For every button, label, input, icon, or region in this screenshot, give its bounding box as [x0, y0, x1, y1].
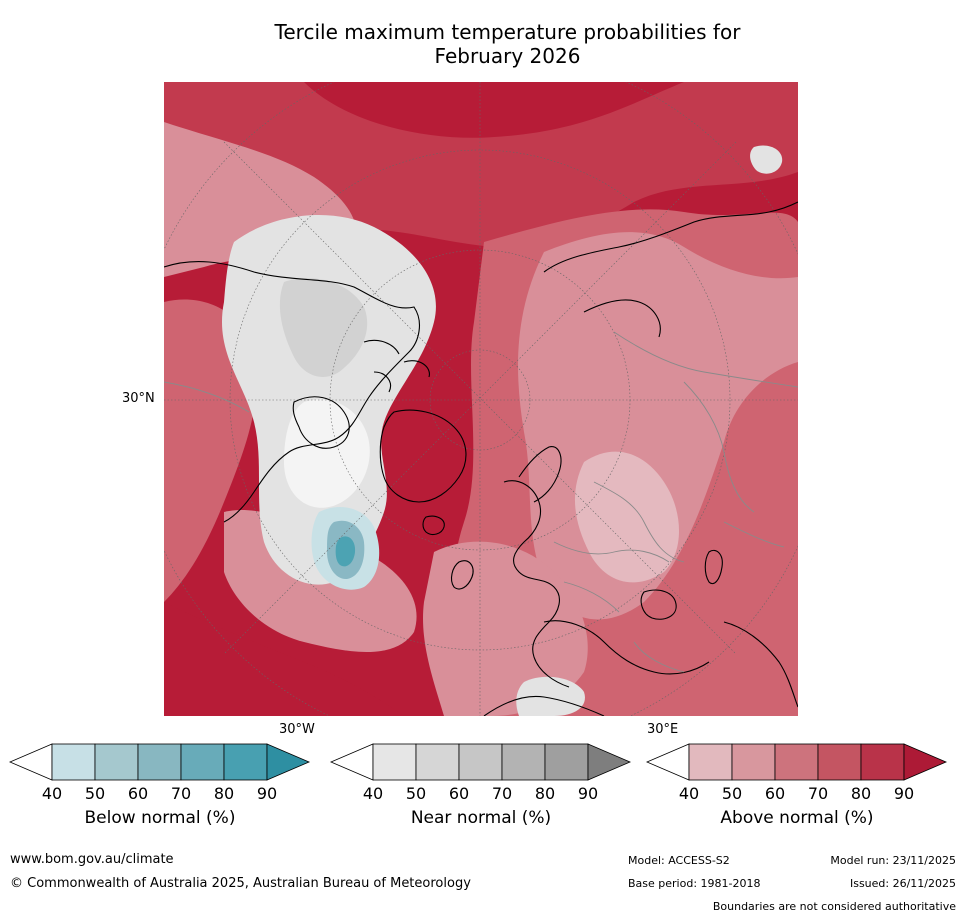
near-colorbar-segment: [501, 743, 546, 781]
above-colorbar-high-extend: [903, 743, 948, 781]
above-colorbar-segment: [731, 743, 776, 781]
footer-disclaimer: Boundaries are not considered authoritat…: [712, 900, 956, 913]
below-colorbar-tick-label: 90: [257, 784, 277, 803]
coast-caspian: [704, 549, 723, 585]
near-colorbar-tick-label: 60: [449, 784, 469, 803]
near-normal-patch-ne: [750, 145, 783, 174]
near-colorbar-tick-label: 40: [363, 784, 383, 803]
coast-black-sea: [640, 589, 677, 620]
near-colorbar-segment: [415, 743, 460, 781]
coastlines: [164, 201, 798, 716]
coast-mediterranean: [543, 620, 710, 675]
below-colorbar-segment: [180, 743, 225, 781]
pink-zone-west: [164, 299, 257, 602]
country-borders: [164, 331, 798, 673]
above-colorbar-tick-label: 90: [894, 784, 914, 803]
above-colorbar-tick-label: 60: [765, 784, 785, 803]
below-colorbar-tick-label: 70: [171, 784, 191, 803]
pink-zone-asia: [574, 451, 679, 583]
coast-asia-north: [543, 201, 798, 273]
above-colorbar-segment: [774, 743, 819, 781]
graticule: [164, 82, 798, 716]
coast-greenland: [379, 409, 467, 503]
near-colorbar-tick-label: 50: [406, 784, 426, 803]
coast-europe: [503, 480, 570, 688]
coast-hudson: [292, 396, 350, 449]
coast-mideast: [723, 621, 798, 708]
colorbars: 40 50 60 70 80 90 40 50 60 70 80 90 40 50 60 70 80 90: [8, 743, 948, 803]
above-colorbar-tick-label: 40: [679, 784, 699, 803]
near-colorbar-segment: [544, 743, 589, 781]
near-colorbar-low-extend: [329, 743, 374, 781]
below-colorbar-low-extend: [8, 743, 53, 781]
footer-base-period: Base period: 1981-2018: [628, 877, 761, 890]
above-normal-label: Above normal (%): [720, 808, 874, 828]
near-colorbar-tick-label: 70: [492, 784, 512, 803]
coast-north-africa: [483, 695, 605, 716]
coast-iceland: [422, 515, 445, 536]
coast-arctic-islands: [363, 339, 430, 393]
lon-label-30e: 30°E: [647, 722, 679, 737]
probability-map[interactable]: [164, 82, 798, 716]
footer-model: Model: ACCESS-S2: [628, 854, 730, 867]
near-colorbar-segment: [372, 743, 417, 781]
coast-scandinavia: [518, 446, 562, 503]
map-svg: [164, 82, 798, 716]
near-normal-white: [284, 399, 370, 508]
title-line-1: Tercile maximum temperature probabilitie…: [274, 20, 741, 44]
pink-zone-europe: [423, 541, 588, 716]
coast-uk: [450, 560, 474, 590]
coast-asia-inner: [583, 299, 661, 338]
below-colorbar-tick-label: 40: [42, 784, 62, 803]
footer-url[interactable]: www.bom.gov.au/climate: [10, 852, 174, 867]
near-normal-zone-inner: [279, 278, 368, 377]
below-colorbar-tick-label: 80: [214, 784, 234, 803]
near-colorbar-segment: [458, 743, 503, 781]
red-zone-southwest: [164, 602, 404, 716]
title-line-2: February 2026: [434, 44, 581, 68]
below-colorbar-high-extend: [266, 743, 311, 781]
above-colorbar-tick-label: 70: [808, 784, 828, 803]
lat-label-30n: 30°N: [122, 391, 155, 406]
below-normal-label: Below normal (%): [84, 808, 236, 828]
below-normal-dark: [335, 536, 356, 567]
coast-north-america: [164, 261, 420, 523]
near-colorbar-tick-label: 90: [578, 784, 598, 803]
above-colorbar-segment: [817, 743, 862, 781]
below-colorbar-segment: [223, 743, 268, 781]
above-colorbar-segment: [860, 743, 905, 781]
footer-issued: Issued: 26/11/2025: [849, 877, 956, 890]
above-colorbar-tick-label: 80: [851, 784, 871, 803]
lon-label-30w: 30°W: [279, 722, 315, 737]
near-colorbar-high-extend: [587, 743, 632, 781]
below-colorbar-segment: [94, 743, 139, 781]
below-colorbar-segment: [51, 743, 96, 781]
near-normal-label: Near normal (%): [410, 808, 552, 828]
footer-copyright: © Commonwealth of Australia 2025, Austra…: [10, 876, 471, 891]
chart-title: Tercile maximum temperature probabilitie…: [160, 20, 855, 68]
footer-model-run: Model run: 23/11/2025: [830, 854, 956, 867]
above-colorbar-segment: [688, 743, 733, 781]
near-colorbar-tick-label: 80: [535, 784, 555, 803]
above-colorbar-low-extend: [645, 743, 690, 781]
above-colorbar-tick-label: 50: [722, 784, 742, 803]
below-colorbar-segment: [137, 743, 182, 781]
below-colorbar-tick-label: 60: [128, 784, 148, 803]
below-colorbar-tick-label: 50: [85, 784, 105, 803]
